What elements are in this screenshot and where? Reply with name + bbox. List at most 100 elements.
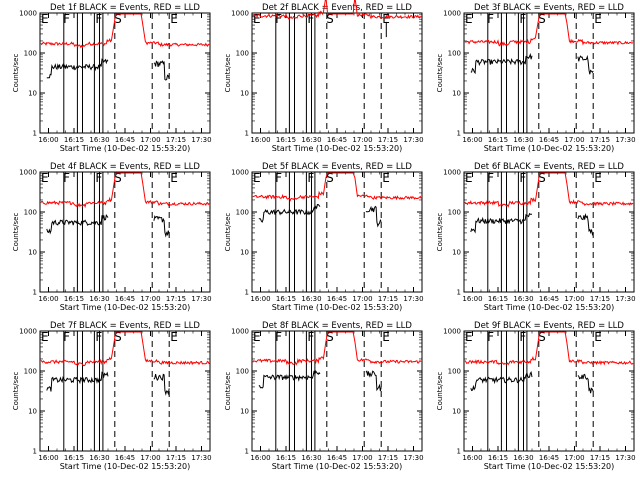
panel8-series-events-post bbox=[365, 370, 382, 392]
panel1-xtick-label: 16:45 bbox=[115, 136, 135, 144]
panel6-xtick-label: 17:00 bbox=[564, 295, 584, 303]
panel8-xtick-label: 16:45 bbox=[327, 454, 347, 462]
panel6-ytick-label: 10 bbox=[452, 249, 461, 257]
panel6: Det 6f BLACK = Events, RED = LLD 1 10 100 10… bbox=[436, 162, 636, 312]
panel9-xtick-label: 17:15 bbox=[590, 454, 610, 462]
panel6-series-lld bbox=[464, 172, 634, 208]
panel4-segment-label: E bbox=[41, 171, 49, 185]
panel5-xtick-label: 17:00 bbox=[352, 295, 372, 303]
panel6-segment-label: E bbox=[594, 171, 602, 185]
panel4-frame bbox=[39, 171, 211, 293]
panel7-xtick-label: 17:30 bbox=[191, 454, 211, 462]
panel9-xtick-label: 16:45 bbox=[539, 454, 559, 462]
panel8-series-events bbox=[258, 370, 321, 389]
panel5-ytick-label: 10 bbox=[240, 249, 249, 257]
panel3-ylabel: Counts/sec bbox=[436, 54, 444, 93]
panel5-xtick-label: 17:30 bbox=[403, 295, 423, 303]
panel8-ytick-label: 1000 bbox=[231, 328, 249, 336]
panel9-xtick-label: 16:00 bbox=[462, 454, 482, 462]
panel6-segment-label: F bbox=[519, 171, 526, 185]
panel3-ytick-label: 100 bbox=[448, 50, 461, 58]
panel9-title: Det 9f BLACK = Events, RED = LLD bbox=[474, 321, 624, 331]
panel2-segment-label: S bbox=[326, 12, 334, 26]
panel5-ytick-label: 1 bbox=[245, 289, 249, 297]
panel1-xlabel: Start Time (10-Dec-02 15:53:20) bbox=[60, 144, 191, 153]
panel2-ytick-label: 10 bbox=[240, 90, 249, 98]
panel8-xtick-label: 17:30 bbox=[403, 454, 423, 462]
panel4-series-events bbox=[46, 213, 109, 235]
panel5-xtick-label: 16:30 bbox=[301, 295, 321, 303]
panel8-xtick-label: 17:15 bbox=[378, 454, 398, 462]
panel5-xtick-label: 17:15 bbox=[378, 295, 398, 303]
panel6-xtick-label: 17:30 bbox=[615, 295, 635, 303]
panel6-xtick-label: 16:45 bbox=[539, 295, 559, 303]
panel3-segment-label: F bbox=[519, 12, 526, 26]
panel5-xtick-label: 16:15 bbox=[276, 295, 296, 303]
panel4-xtick-label: 16:00 bbox=[38, 295, 58, 303]
panel5-series-events-post bbox=[365, 205, 382, 228]
panel8-frame bbox=[251, 330, 423, 452]
panel4-ytick-label: 1000 bbox=[19, 169, 37, 177]
panel5-segment-label: E bbox=[382, 171, 390, 185]
panel9-segment-label: F bbox=[487, 330, 494, 344]
panel3-xtick-label: 17:00 bbox=[564, 136, 584, 144]
panel7-series-lld bbox=[40, 331, 210, 367]
panel7-xtick-label: 16:15 bbox=[64, 454, 84, 462]
panel7-xtick-label: 16:30 bbox=[89, 454, 109, 462]
panel9-segment-label: E bbox=[594, 330, 602, 344]
panel7-xlabel: Start Time (10-Dec-02 15:53:20) bbox=[60, 462, 191, 471]
panel7-segment-label: S bbox=[114, 330, 122, 344]
panel2-ytick-label: 1000 bbox=[231, 10, 249, 18]
panel2-ylabel: Counts/sec bbox=[224, 54, 232, 93]
panel4-ytick-label: 1 bbox=[33, 289, 37, 297]
panel3-ytick-label: 1000 bbox=[443, 10, 461, 18]
panel3-frame bbox=[463, 12, 635, 134]
panel7-ylabel: Counts/sec bbox=[12, 372, 20, 411]
panel5-series-lld bbox=[252, 172, 422, 202]
panel8-ylabel: Counts/sec bbox=[224, 372, 232, 411]
panel7-xtick-label: 16:00 bbox=[38, 454, 58, 462]
panel7-xtick-label: 17:00 bbox=[140, 454, 160, 462]
panel5-ylabel: Counts/sec bbox=[224, 213, 232, 252]
panel2-segment-label: F bbox=[307, 12, 314, 26]
panel3-xtick-label: 16:00 bbox=[462, 136, 482, 144]
panel6-xtick-label: 16:30 bbox=[513, 295, 533, 303]
panel7-ytick-label: 100 bbox=[24, 368, 37, 376]
panel9-ytick-label: 10 bbox=[452, 408, 461, 416]
panel1-title: Det 1f BLACK = Events, RED = LLD bbox=[50, 3, 200, 13]
panel6-frame bbox=[463, 171, 635, 293]
panel7-series-events bbox=[46, 371, 109, 392]
panel3-series-events bbox=[470, 52, 533, 75]
panel2-segment-label: F bbox=[275, 12, 282, 26]
panel9-ytick-label: 1000 bbox=[443, 328, 461, 336]
panel9: Det 9f BLACK = Events, RED = LLD 1 10 100 10… bbox=[436, 321, 636, 471]
panel4-series-lld bbox=[40, 172, 210, 209]
panel2-series-lld bbox=[252, 0, 422, 20]
panel9-ytick-label: 100 bbox=[448, 368, 461, 376]
panel4-ytick-label: 100 bbox=[24, 209, 37, 217]
panel8: Det 8f BLACK = Events, RED = LLD 1 10 100 10… bbox=[224, 321, 424, 471]
panel9-xtick-label: 17:00 bbox=[564, 454, 584, 462]
panel7-segment-label: F bbox=[63, 330, 70, 344]
panel2-xtick-label: 16:15 bbox=[276, 136, 296, 144]
panel9-ytick-label: 1 bbox=[457, 448, 461, 456]
panel3-series-lld bbox=[464, 13, 634, 47]
panel1-ytick-label: 1 bbox=[33, 130, 37, 138]
panel8-xlabel: Start Time (10-Dec-02 15:53:20) bbox=[272, 462, 403, 471]
panel1-xtick-label: 16:15 bbox=[64, 136, 84, 144]
panel1-segment-label: E bbox=[170, 12, 178, 26]
panel1-xtick-label: 17:00 bbox=[140, 136, 160, 144]
panel7-frame bbox=[39, 330, 211, 452]
panel6-segment-label: S bbox=[538, 171, 546, 185]
panel7-title: Det 7f BLACK = Events, RED = LLD bbox=[50, 321, 200, 331]
panel5-xlabel: Start Time (10-Dec-02 15:53:20) bbox=[272, 303, 403, 312]
panel5-segment-label: S bbox=[326, 171, 334, 185]
panel7-segment-label: F bbox=[95, 330, 102, 344]
panel8-segment-label: F bbox=[275, 330, 282, 344]
panel8-title: Det 8f BLACK = Events, RED = LLD bbox=[262, 321, 412, 331]
panel2-xtick-label: 16:30 bbox=[301, 136, 321, 144]
panel3-segment-label: F bbox=[487, 12, 494, 26]
panel7-ytick-label: 1000 bbox=[19, 328, 37, 336]
panel2-xtick-label: 16:00 bbox=[250, 136, 270, 144]
panel9-series-events bbox=[470, 371, 533, 392]
